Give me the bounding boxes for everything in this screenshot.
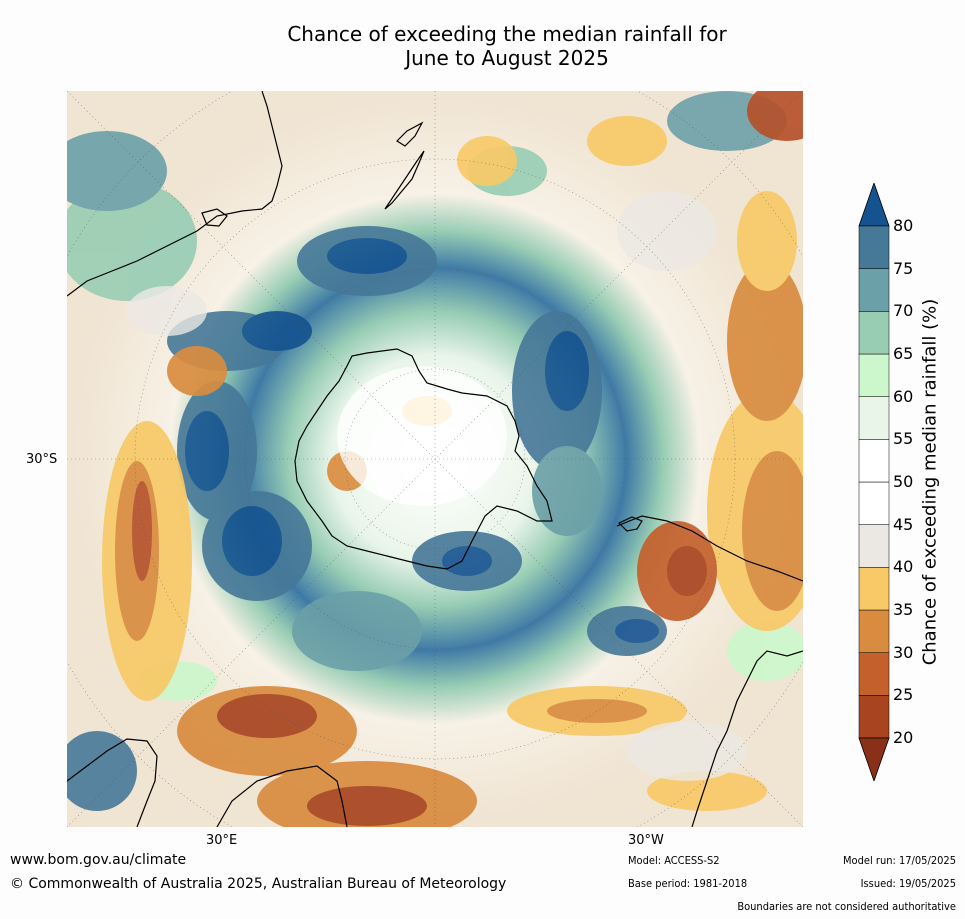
colorbar-band — [858, 396, 890, 440]
colorbar-band — [858, 567, 890, 611]
colorbar — [858, 181, 890, 783]
colorbar-label: Chance of exceeding median rainfall (%) — [919, 298, 941, 666]
colorbar-over-arrow — [858, 181, 890, 227]
south-america-coastline — [616, 515, 803, 827]
colorbar-band — [858, 481, 890, 525]
title-line-1: Chance of exceeding the median rainfall … — [287, 22, 727, 46]
colorbar-band — [858, 268, 890, 312]
colorbar-tick-label: 35 — [893, 600, 914, 619]
map-title: Chance of exceeding the median rainfall … — [0, 22, 965, 70]
colorbar-tick-label: 65 — [893, 344, 914, 363]
colorbar-tick-label: 30 — [893, 642, 914, 662]
colorbar-tick-label: 45 — [893, 514, 914, 534]
colorbar-tick-label: 40 — [893, 557, 914, 577]
colorbar-band — [858, 695, 890, 739]
colorbar-band — [858, 524, 890, 568]
colorbar-under-arrow — [858, 737, 890, 783]
lon-label-30w: 30°W — [628, 833, 664, 848]
colorbar-bands — [858, 225, 890, 739]
colorbar-band — [858, 311, 890, 355]
colorbar-tick-label: 70 — [893, 301, 914, 321]
wet-anomalies — [67, 91, 803, 811]
graticule — [67, 91, 803, 827]
map-canvas — [67, 91, 803, 827]
colorbar-tick-label: 75 — [893, 258, 914, 278]
tierra-del-fuego — [617, 516, 643, 532]
issued-date: Issued: 19/05/2025 — [860, 877, 956, 890]
africa-coastline — [67, 738, 348, 827]
colorbar-tick-label: 60 — [893, 386, 914, 406]
colorbar-tick-label: 50 — [893, 472, 914, 491]
lon-label-30e: 30°E — [206, 833, 238, 848]
colorbar-band — [858, 439, 890, 483]
tasmania-coastline — [201, 208, 228, 227]
colorbar-graphic — [858, 181, 890, 783]
colorbar-band — [858, 609, 890, 653]
colorbar-band — [858, 225, 890, 269]
copyright-text: © Commonwealth of Australia 2025, Austra… — [10, 876, 507, 892]
lat-label-30s: 30°S — [26, 452, 58, 467]
colorbar-tick-label: 80 — [893, 216, 914, 235]
colorbar-tick-label: 20 — [893, 728, 914, 747]
boundary-disclaimer: Boundaries are not considered authoritat… — [737, 900, 956, 913]
title-line-2: June to August 2025 — [405, 46, 609, 70]
near-normal-areas — [127, 191, 747, 781]
colorbar-band — [858, 652, 890, 696]
base-period: Base period: 1981-2018 — [628, 877, 748, 890]
australia-coastline — [67, 91, 283, 297]
model-name: Model: ACCESS-S2 — [628, 854, 720, 867]
rainfall-map — [67, 91, 803, 827]
model-run-date: Model run: 17/05/2025 — [843, 854, 956, 867]
colorbar-tick-label: 55 — [893, 429, 914, 449]
colorbar-tick-label: 25 — [893, 685, 914, 705]
antarctica-coastline — [294, 348, 553, 570]
website-link[interactable]: www.bom.gov.au/climate — [10, 852, 187, 868]
colorbar-band — [858, 353, 890, 397]
new-zealand-coastline — [384, 121, 425, 210]
